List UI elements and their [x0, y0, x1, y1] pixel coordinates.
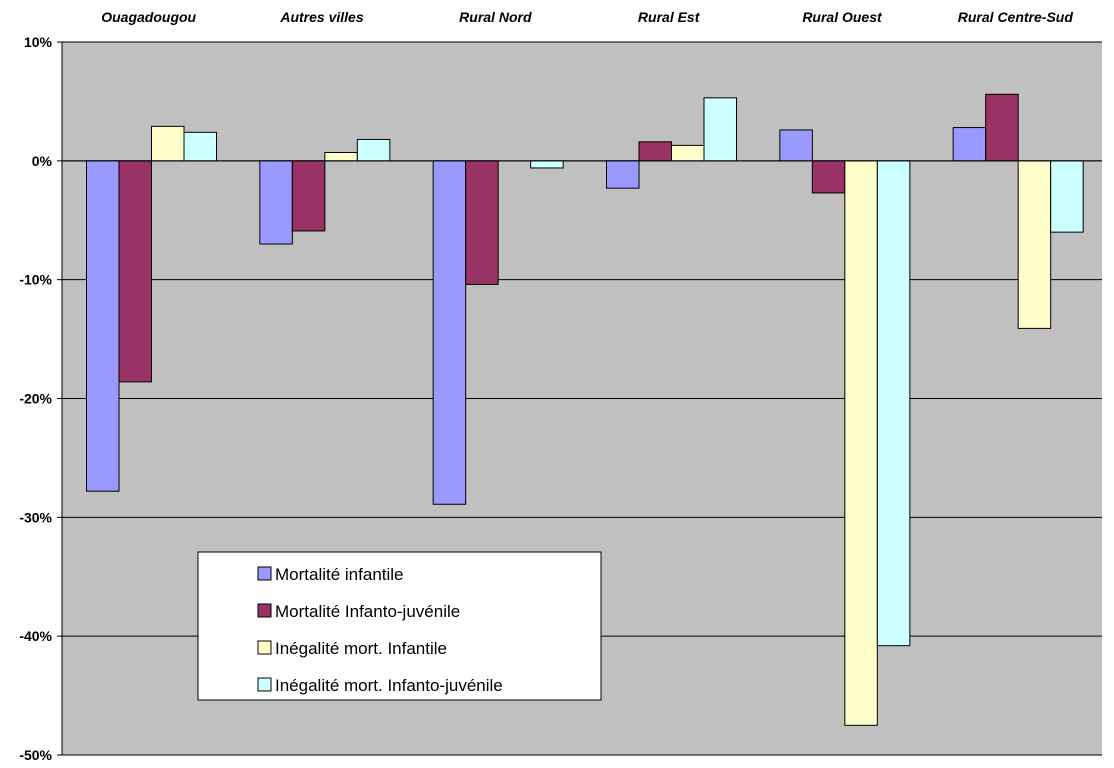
bar: [356, 138, 391, 162]
bar: [259, 160, 293, 245]
bar: [183, 131, 217, 162]
bar: [606, 160, 640, 189]
bar: [465, 160, 499, 285]
bar: [432, 160, 467, 505]
bar: [638, 141, 672, 162]
bar: [530, 160, 564, 169]
category-label: Rural Centre-Sud: [958, 9, 1074, 25]
y-tick-label: 0%: [32, 153, 53, 169]
legend-label: Mortalité infantile: [275, 565, 404, 584]
y-tick-label: 10%: [24, 34, 53, 50]
bar: [86, 160, 120, 492]
bar: [324, 152, 358, 162]
y-tick-label: -40%: [19, 628, 52, 644]
legend-swatch: [257, 603, 272, 618]
category-label: Rural Est: [638, 9, 701, 25]
legend-swatch: [257, 677, 272, 692]
bar: [118, 160, 152, 383]
legend-label: Inégalité mort. Infanto-juvénile: [275, 676, 503, 695]
bar: [1050, 160, 1084, 233]
bar: [151, 125, 185, 162]
bar: [952, 127, 987, 162]
y-tick-label: -50%: [19, 747, 52, 763]
y-tick-label: -30%: [19, 509, 52, 525]
legend-label: Inégalité mort. Infantile: [275, 639, 447, 658]
category-label: Autres villes: [279, 9, 363, 25]
bar: [844, 160, 878, 726]
y-tick-label: -20%: [19, 391, 52, 407]
bar: [876, 160, 911, 647]
legend-swatch: [257, 640, 272, 655]
y-tick-label: -10%: [19, 272, 52, 288]
bar: [671, 144, 705, 162]
category-label: Ouagadougou: [101, 9, 196, 25]
bar: [1017, 160, 1052, 329]
bar: [703, 97, 737, 162]
category-label: Rural Nord: [459, 9, 532, 25]
legend-label: Mortalité Infanto-juvénile: [275, 602, 460, 621]
category-label: Rural Ouest: [802, 9, 883, 25]
bar: [291, 160, 326, 232]
legend: [197, 551, 602, 701]
bar: [985, 93, 1019, 162]
legend-swatch: [257, 566, 272, 581]
bar: [779, 129, 813, 162]
bar: [811, 160, 846, 194]
